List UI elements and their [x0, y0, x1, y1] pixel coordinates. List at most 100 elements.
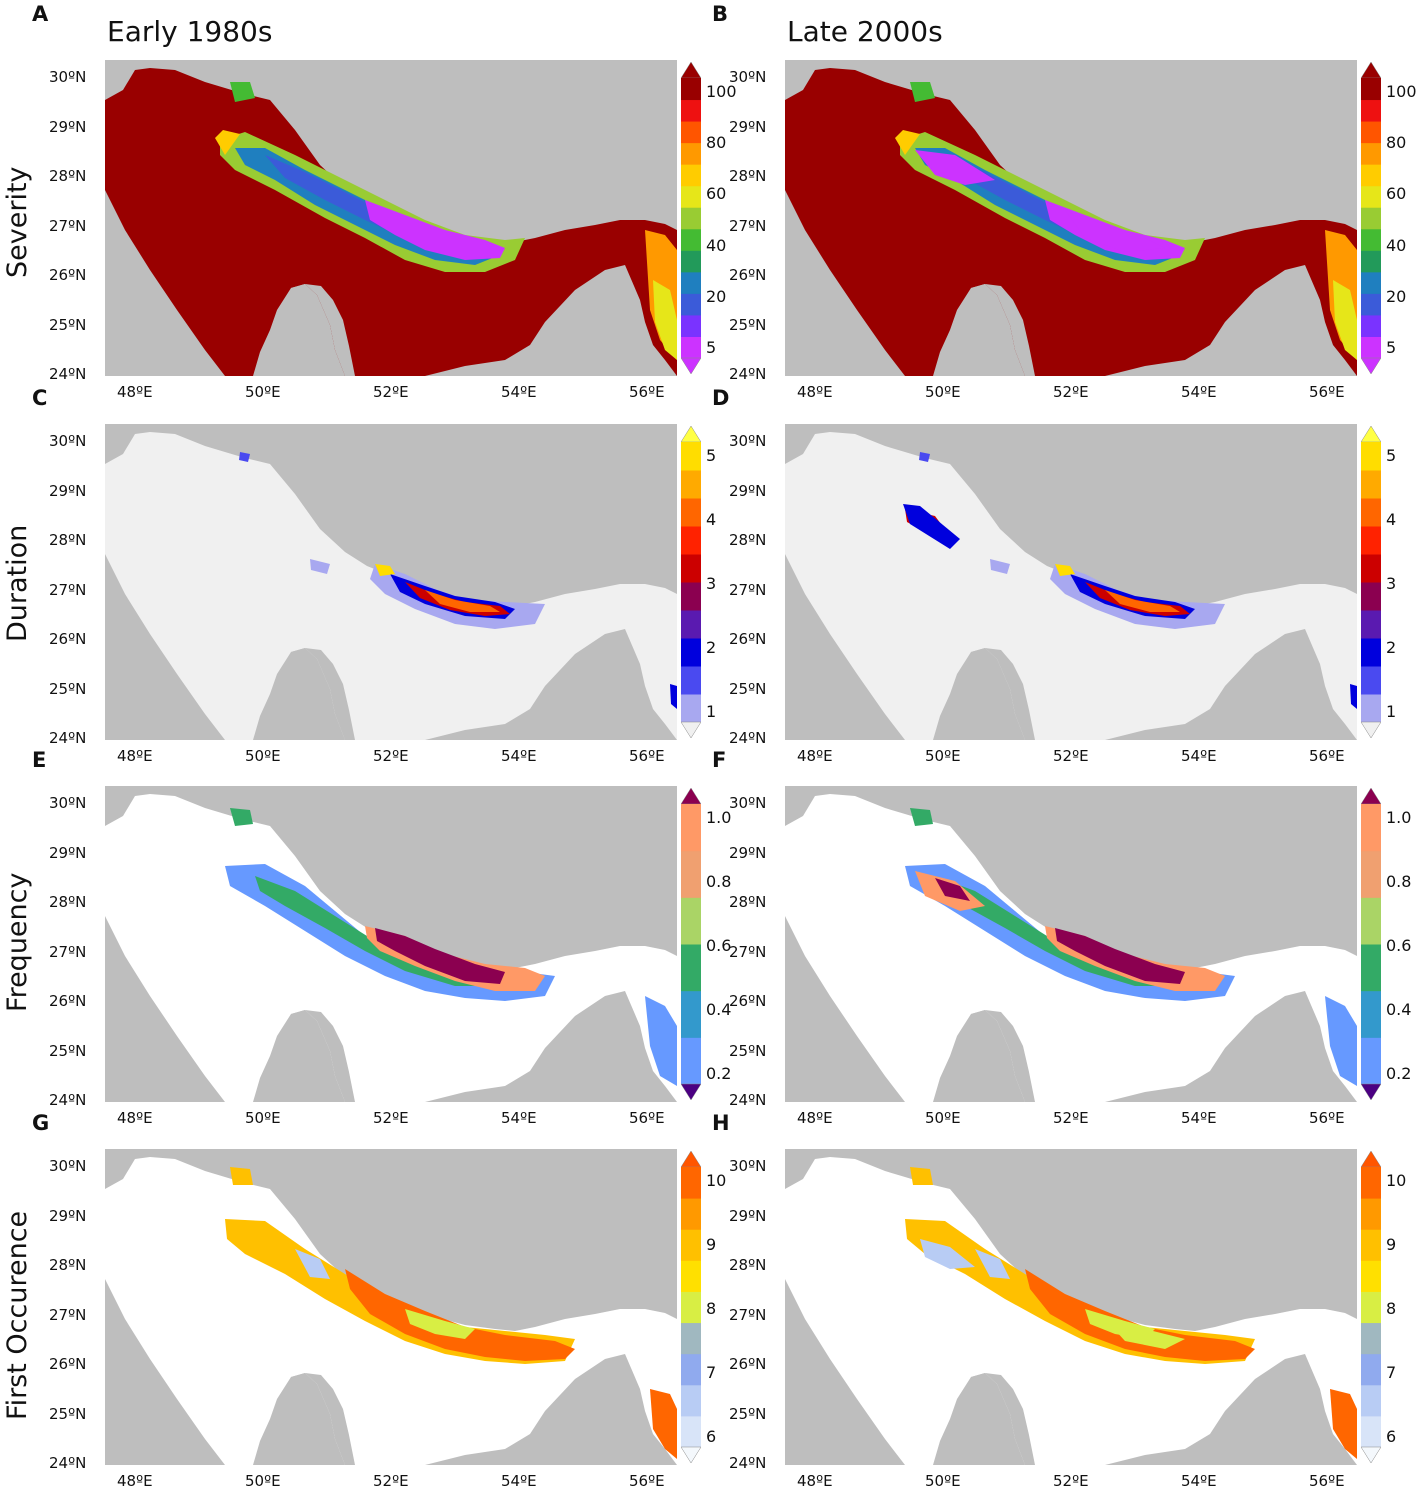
lat-tick-label: 24ºN: [49, 1454, 87, 1472]
colorbar-swatch: [681, 250, 701, 273]
lat-tick-label: 30ºN: [729, 68, 767, 86]
colorbar-swatch: [1361, 185, 1381, 208]
anomaly-patch: [1325, 996, 1357, 1086]
colorbar-swatch: [681, 804, 701, 852]
lat-tick-label: 25ºN: [729, 679, 767, 698]
lat-tick-label: 29ºN: [729, 117, 767, 136]
colorbar-severity: [680, 61, 702, 378]
lat-tick-label: 25ºN: [729, 1041, 767, 1060]
anomaly-patch: [1330, 1389, 1357, 1459]
colorbar-swatch: [681, 1167, 701, 1199]
panel-letter-d: D: [712, 386, 730, 410]
lon-tick-label: 54ºE: [501, 1109, 537, 1127]
lat-tick-label: 28ºN: [49, 167, 87, 185]
colorbar-tick-label: 7: [706, 1363, 717, 1382]
lat-tick-label: 29ºN: [49, 1206, 87, 1225]
lon-tick-label: 50ºE: [245, 1472, 281, 1490]
anomaly-patch: [230, 1167, 253, 1185]
colorbar-tick-label: 0.8: [706, 872, 732, 891]
colorbar-tick-label: 100: [706, 82, 737, 101]
lon-tick-label: 48ºE: [797, 747, 833, 765]
colorbar-tick-label: 2: [1386, 638, 1397, 657]
colorbar-swatch: [1361, 1291, 1381, 1324]
colorbar-tick-label: 10: [1386, 1171, 1407, 1190]
colorbar-swatch: [681, 694, 701, 723]
lat-tick-label: 25ºN: [729, 1404, 767, 1423]
colorbar-swatch: [1361, 944, 1381, 992]
lat-tick-label: 26ºN: [729, 1355, 767, 1373]
colorbar-extend-low: [1360, 1446, 1382, 1464]
row-label-first-occurrence: First Occurence: [2, 1210, 33, 1420]
lon-tick-label: 56ºE: [1309, 383, 1345, 401]
lon-tick-label: 48ºE: [797, 1109, 833, 1127]
map-first-occurrence-late: [785, 1149, 1357, 1465]
panel-letter-g: G: [32, 1111, 50, 1135]
anomaly-patch: [1065, 210, 1165, 252]
colorbar-swatch: [1361, 293, 1381, 316]
colorbar-tick-label: 1: [1386, 702, 1397, 721]
colorbar-swatch: [1361, 498, 1381, 527]
lat-tick-label: 28ºN: [729, 531, 767, 549]
colorbar-tick-label: 5: [1386, 446, 1397, 465]
colorbar-swatch: [681, 1037, 701, 1085]
lon-tick-label: 56ºE: [629, 1472, 665, 1490]
anomaly-patch: [405, 1309, 475, 1339]
colorbar-extend-low: [680, 1446, 702, 1464]
colorbar-swatch: [1361, 250, 1381, 273]
panel-letter-a: A: [32, 2, 49, 26]
colorbar-tick-label: 0.8: [1386, 872, 1412, 891]
lon-tick-label: 52ºE: [373, 1109, 409, 1127]
anomaly-patch: [345, 1269, 575, 1361]
colorbar-swatch: [1361, 121, 1381, 144]
colorbar-swatch: [681, 1322, 701, 1355]
bahrain-island: [971, 648, 985, 662]
colorbar-swatch: [681, 610, 701, 639]
lat-tick-label: 29ºN: [729, 1206, 767, 1225]
lon-tick-label: 50ºE: [925, 383, 961, 401]
colorbar-tick-label: 9: [1386, 1235, 1397, 1254]
colorbar-swatch: [681, 666, 701, 695]
anomaly-patch: [255, 876, 495, 986]
lat-tick-label: 27ºN: [49, 580, 87, 599]
lat-tick-label: 24ºN: [729, 365, 767, 383]
lat-tick-label: 28ºN: [729, 167, 767, 185]
colorbar-swatch: [1361, 142, 1381, 165]
lat-tick-label: 30ºN: [49, 68, 87, 86]
colorbar-swatch: [1361, 554, 1381, 583]
colorbar-frequency: [1360, 787, 1382, 1104]
map-first-occurrence-early: [105, 1149, 677, 1465]
anomaly-patch: [653, 280, 677, 360]
colorbar-tick-label: 100: [1386, 82, 1417, 101]
colorbar-tick-label: 40: [1386, 235, 1407, 255]
colorbar-tick-label: 1.0: [706, 808, 732, 827]
panel-letter-e: E: [32, 748, 47, 772]
lat-tick-label: 26ºN: [729, 992, 767, 1010]
anomaly-patch: [910, 808, 933, 826]
lat-tick-label: 24ºN: [729, 729, 767, 747]
colorbar-extend-low: [680, 357, 702, 375]
lon-tick-label: 56ºE: [629, 1109, 665, 1127]
lon-tick-label: 52ºE: [1053, 383, 1089, 401]
bahrain-island: [971, 1010, 985, 1024]
anomaly-patch: [935, 876, 1175, 986]
anomaly-patch: [920, 1239, 975, 1269]
colorbar-extend-low: [1360, 721, 1382, 739]
colorbar-swatch: [1361, 1384, 1381, 1417]
colorbar-swatch: [681, 142, 701, 165]
colorbar-swatch: [1361, 638, 1381, 667]
lat-tick-label: 30ºN: [49, 794, 87, 812]
colorbar-frequency: [680, 787, 702, 1104]
colorbar-extend-high: [1360, 425, 1382, 443]
colorbar-tick-label: 5: [706, 338, 717, 357]
colorbar-swatch: [1361, 207, 1381, 230]
anomaly-patch: [645, 996, 677, 1086]
lon-tick-label: 50ºE: [925, 747, 961, 765]
colorbar-swatch: [681, 1198, 701, 1230]
colorbar-swatch: [1361, 582, 1381, 611]
colorbar-tick-label: 1.0: [1386, 808, 1412, 827]
colorbar-tick-label: 1: [706, 702, 717, 721]
colorbar-swatch: [1361, 1198, 1381, 1230]
lat-tick-label: 24ºN: [49, 729, 87, 747]
lon-tick-label: 56ºE: [1309, 1472, 1345, 1490]
colorbar-tick-label: 3: [706, 574, 717, 593]
